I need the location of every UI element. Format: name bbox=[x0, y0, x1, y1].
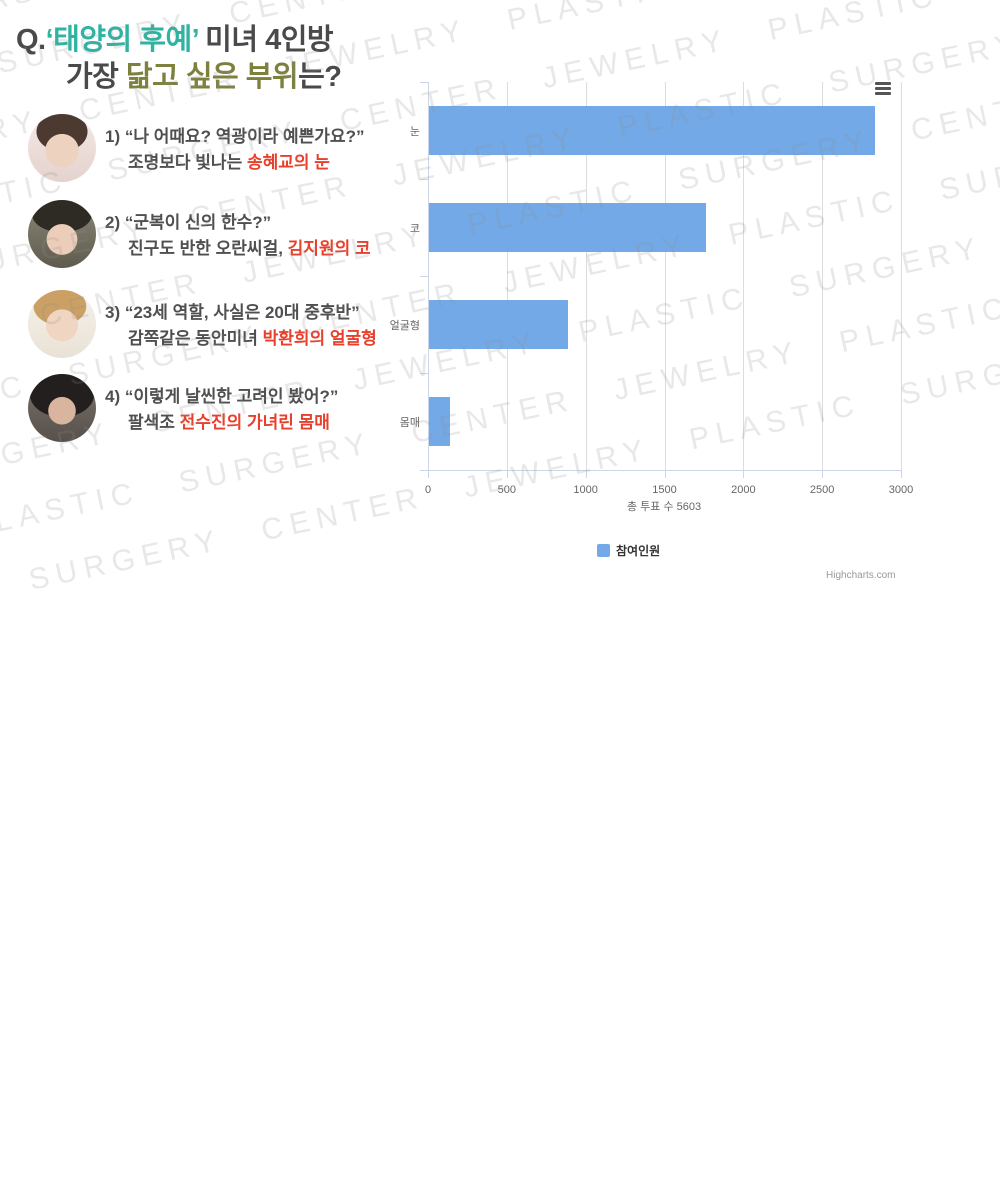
gridline bbox=[901, 82, 902, 470]
gridline bbox=[585, 82, 587, 470]
x-axis-tick-label: 1000 bbox=[573, 484, 598, 496]
item1-quote: 1) “나 어때요? 역광이라 예쁜가요?” bbox=[105, 127, 365, 146]
title-line1-rest: 미녀 4인방 bbox=[198, 24, 334, 56]
page-title: Q.‘태양의 후예’ 미녀 4인방 가장 닮고 싶은 부위는? bbox=[16, 22, 342, 96]
y-axis-tick bbox=[420, 470, 428, 471]
gridline bbox=[664, 82, 666, 470]
gridline bbox=[506, 82, 508, 470]
x-axis-tick bbox=[743, 470, 745, 478]
chart-export-menu-icon[interactable] bbox=[875, 82, 891, 95]
legend-swatch bbox=[597, 544, 610, 557]
title-show-name: ‘태양의 후예’ bbox=[45, 24, 199, 56]
category-label-1: 코 bbox=[409, 223, 420, 235]
title-line2-tail: 는? bbox=[298, 61, 342, 93]
item3-highlight: 박환희의 얼굴형 bbox=[262, 329, 377, 348]
item1-highlight: 송혜교의 눈 bbox=[246, 153, 330, 172]
x-axis-tick bbox=[664, 470, 666, 478]
title-q: Q. bbox=[16, 24, 46, 56]
list-item: 2) “군복이 신의 한수?” 진구도 반한 오란씨걸, 김지원의 코 bbox=[28, 200, 428, 268]
list-item: 3) “23세 역할, 사실은 20대 중후반” 감쪽같은 동안미녀 박환희의 … bbox=[28, 290, 428, 358]
bar-3[interactable] bbox=[429, 397, 450, 446]
category-label-3: 몸매 bbox=[399, 417, 420, 429]
title-line2: 가장 닮고 싶은 부위는? bbox=[16, 59, 342, 96]
highcharts-credit[interactable]: Highcharts.com bbox=[826, 570, 896, 581]
x-axis-title: 총 투표 수 5603 bbox=[626, 501, 702, 513]
x-axis-tick-label: 2000 bbox=[731, 484, 756, 496]
x-axis-tick-label: 1500 bbox=[652, 484, 677, 496]
item4-quote: 4) “이렇게 날씬한 고려인 봤어?” bbox=[105, 387, 339, 406]
gridline bbox=[743, 82, 745, 470]
legend-item[interactable]: 참여인원 bbox=[597, 542, 660, 559]
item2-desc: 진구도 반한 오란씨걸, 김지원의 코 bbox=[128, 239, 371, 258]
item3-portrait-photo bbox=[28, 290, 96, 358]
gridline bbox=[822, 82, 824, 470]
category-label-0: 눈 bbox=[409, 126, 420, 138]
bar-2[interactable] bbox=[429, 300, 568, 349]
x-axis-tick-label: 500 bbox=[497, 484, 517, 496]
item3-quote: 3) “23세 역할, 사실은 20대 중후반” bbox=[105, 303, 360, 322]
item4-portrait-photo bbox=[28, 374, 96, 442]
item2-portrait-photo bbox=[28, 200, 96, 268]
y-axis-tick bbox=[420, 373, 428, 374]
title-line2-lead: 가장 bbox=[66, 61, 126, 93]
y-axis-tick bbox=[420, 276, 428, 277]
y-axis-tick bbox=[420, 82, 428, 83]
title-line2-accent: 닮고 싶은 부위 bbox=[125, 61, 299, 93]
chart: 총 투표 수 5603 참여인원 Highcharts.com 0 500 1000… bbox=[380, 70, 940, 589]
item1-portrait-photo bbox=[28, 114, 96, 182]
x-axis-tick-label: 2500 bbox=[809, 484, 835, 496]
item2-quote: 2) “군복이 신의 한수?” bbox=[105, 213, 272, 232]
x-axis-tick bbox=[506, 470, 508, 478]
item4-highlight: 전수진의 가녀린 몸매 bbox=[179, 413, 330, 432]
item2-highlight: 김지원의 코 bbox=[287, 239, 371, 258]
bar-0[interactable] bbox=[429, 106, 876, 155]
legend-label: 참여인원 bbox=[616, 544, 661, 558]
x-axis-tick bbox=[585, 470, 587, 478]
x-axis-tick-label: 0 bbox=[424, 484, 432, 496]
x-axis-tick-label: 3000 bbox=[888, 484, 914, 496]
category-label-2: 얼굴형 bbox=[389, 320, 420, 332]
item3-desc: 감쪽같은 동안미녀 박환희의 얼굴형 bbox=[128, 329, 377, 348]
y-axis-line bbox=[428, 82, 429, 470]
y-axis-tick bbox=[420, 179, 428, 180]
x-axis-tick bbox=[822, 470, 824, 478]
item1-desc: 조명보다 빛나는 송혜교의 눈 bbox=[128, 153, 330, 172]
title-line1: Q.‘태양의 후예’ 미녀 4인방 bbox=[16, 22, 342, 59]
bar-1[interactable] bbox=[429, 203, 707, 252]
list-item: 4) “이렇게 날씬한 고려인 봤어?” 팔색조 전수진의 가녀린 몸매 bbox=[28, 374, 428, 442]
x-axis-tick bbox=[428, 470, 429, 478]
item4-desc: 팔색조 전수진의 가녀린 몸매 bbox=[128, 413, 330, 432]
x-axis-line bbox=[428, 470, 901, 471]
x-axis-tick bbox=[901, 470, 902, 478]
list-item: 1) “나 어때요? 역광이라 예쁜가요?” 조명보다 빛나는 송혜교의 눈 bbox=[28, 114, 428, 182]
